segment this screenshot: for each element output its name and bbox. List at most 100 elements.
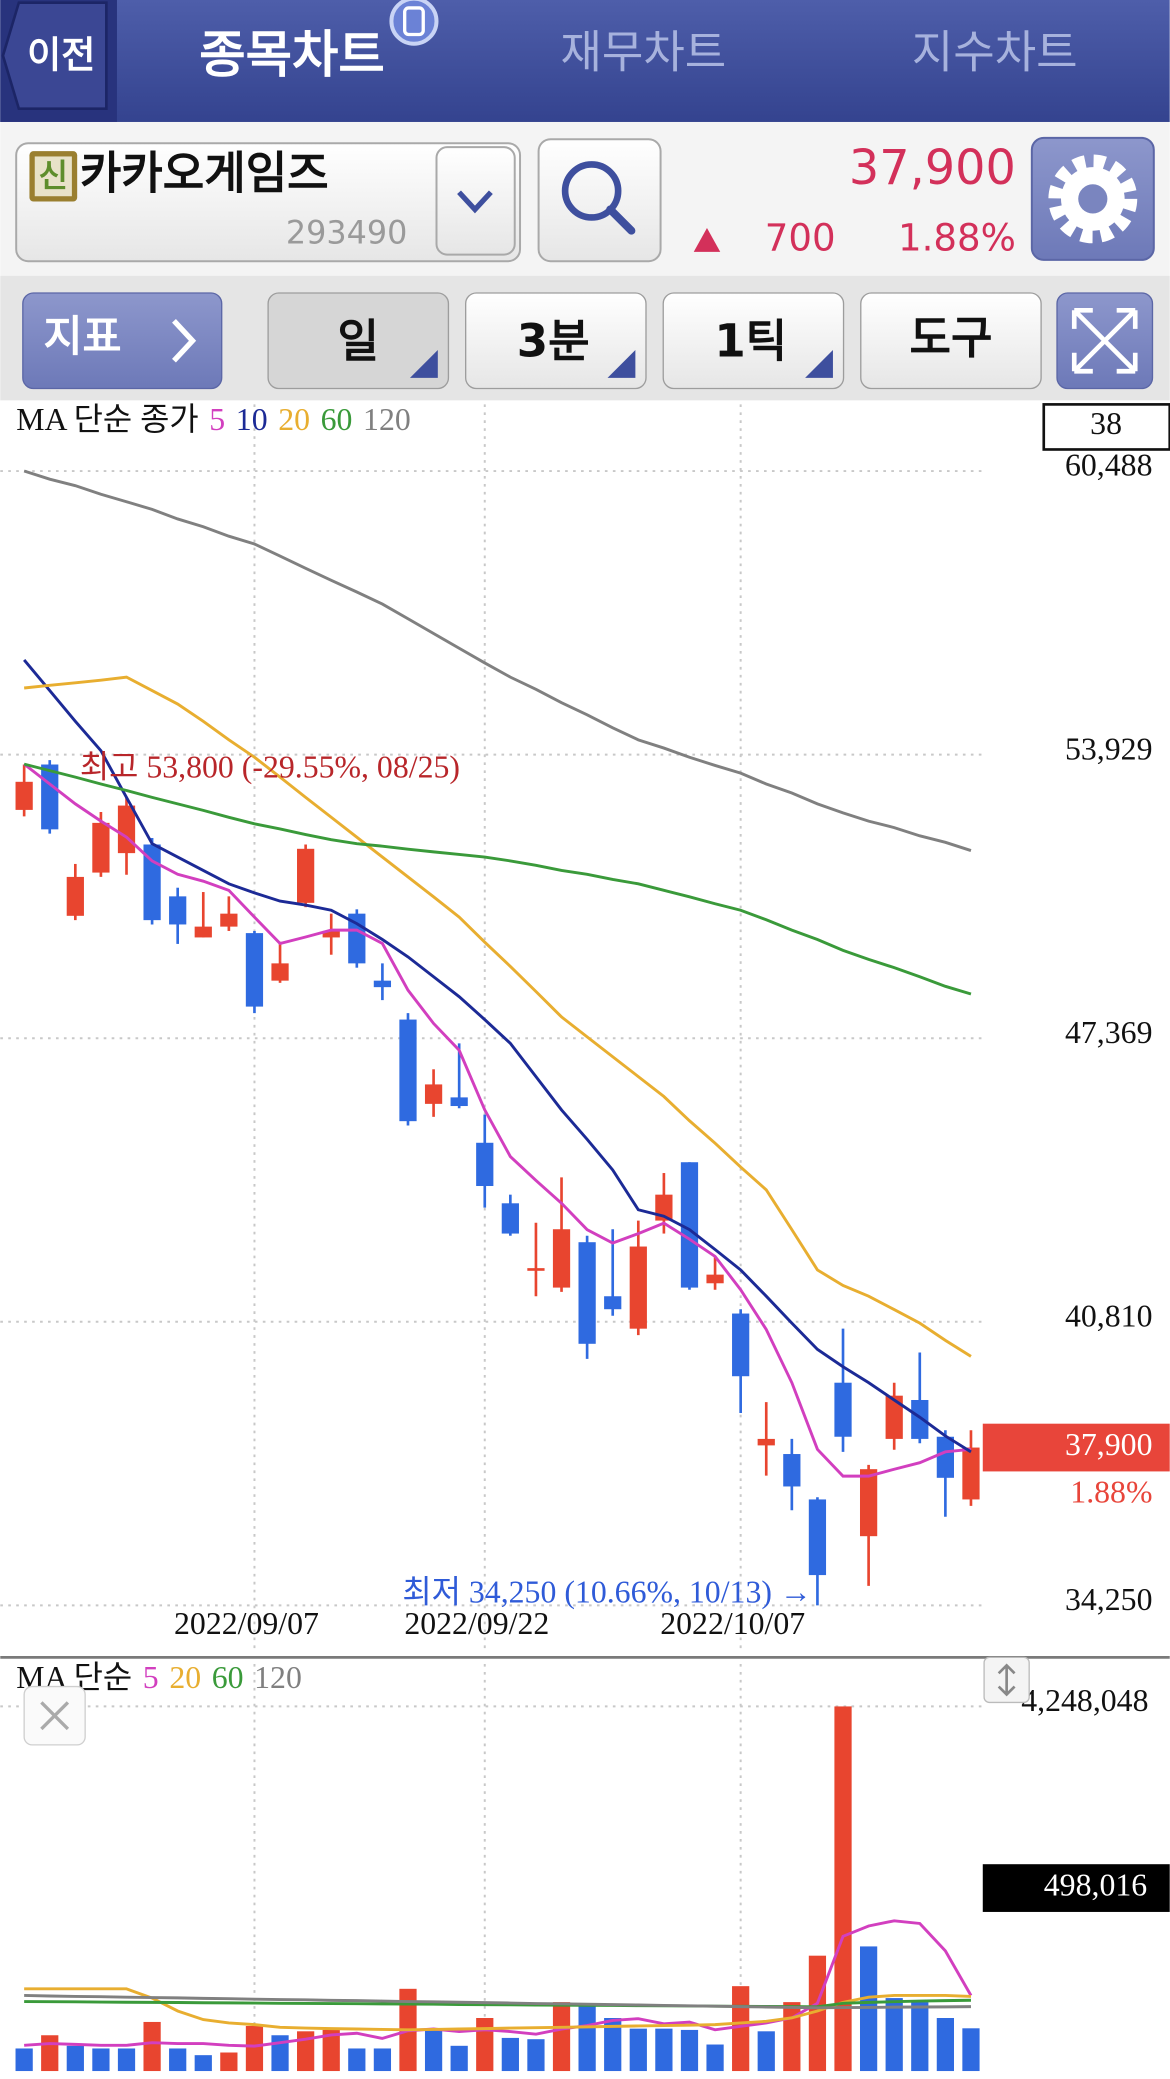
candle-body (936, 1436, 954, 1478)
indicator-chevron (172, 319, 197, 363)
button-corner (805, 350, 833, 378)
volume-bar (936, 2018, 954, 2072)
tick-button[interactable] (662, 292, 845, 390)
candle-body (834, 1382, 852, 1437)
price-change-pct: 1.88% (898, 216, 1016, 259)
candle-body (450, 1097, 468, 1107)
ma-line (24, 1987, 972, 2032)
candle-body (322, 930, 340, 938)
tab-active[interactable]: 종목차트 (199, 25, 384, 84)
candle-body (604, 1296, 622, 1310)
volume-bar (220, 2052, 238, 2072)
candle-body (911, 1399, 929, 1439)
ma-line (23, 762, 972, 996)
volume-bar (476, 2018, 494, 2072)
last-price-marker (982, 1423, 1170, 1472)
candle-body (757, 1438, 775, 1446)
y-tick-label: 60,488 (1065, 448, 1152, 483)
back-button[interactable] (1, 1, 108, 111)
indicator-label[interactable]: 지표 (43, 313, 121, 362)
minute-button[interactable] (465, 292, 647, 390)
search-icon (561, 161, 622, 221)
high-annotation: 최고 53,800 (-29.55%, 08/25) (80, 750, 460, 785)
up-triangle (693, 228, 721, 252)
legend-entry: 60 (321, 402, 353, 437)
legend-entry: 10 (236, 402, 268, 437)
tick-label[interactable]: 1틱 (714, 315, 787, 368)
resize-icon (997, 1663, 1016, 1697)
candle-body (297, 848, 315, 903)
stock-selector[interactable] (15, 142, 522, 263)
candle-body (501, 1203, 519, 1234)
low-annotation: 최저 34,250 (10.66%, 10/13) → (402, 1574, 811, 1609)
candle-count: 38 (1090, 406, 1122, 441)
tab-icon-phone (403, 6, 425, 37)
dropdown-button[interactable] (435, 146, 516, 256)
chart-area (0, 400, 1170, 2079)
candle-body (552, 1229, 571, 1288)
volume-bar (117, 2048, 136, 2072)
minute-label[interactable]: 3분 (517, 315, 590, 368)
legend-title: MA 단순 종가 (16, 402, 198, 437)
candle-body (41, 764, 59, 830)
candle-body (859, 1469, 878, 1537)
back-label[interactable]: 이전 (27, 34, 95, 77)
button-corner (409, 350, 438, 378)
tools-button[interactable] (860, 292, 1042, 390)
tab[interactable]: 지수차트 (912, 26, 1078, 79)
volume-bar (808, 1955, 827, 2072)
x-tick-label: 2022/10/07 (660, 1606, 805, 1641)
ma-line (23, 469, 972, 852)
gear-hole (1078, 184, 1108, 214)
volume-bar (15, 2048, 33, 2072)
ma-lines (23, 469, 973, 2048)
legend-entry: 20 (169, 1661, 201, 1696)
ma-line (23, 658, 972, 1454)
legend-entry: 5 (209, 402, 225, 437)
volume-bar (92, 2048, 110, 2072)
y-tick-label: 40,810 (1065, 1298, 1152, 1333)
volume-bar (194, 2055, 212, 2072)
candle-body (245, 933, 264, 1007)
period-button[interactable] (267, 292, 450, 390)
volume-bar (41, 2035, 59, 2072)
candle-body (680, 1162, 699, 1288)
button-corner (607, 350, 636, 378)
volume-bar (424, 2028, 443, 2072)
x-tick-label: 2022/09/22 (404, 1606, 549, 1641)
tools-label[interactable]: 도구 (909, 311, 992, 364)
y-tick-label: 53,929 (1065, 731, 1152, 766)
candle-body (373, 980, 392, 988)
last-volume: 498,016 (1044, 1867, 1147, 1902)
tab[interactable]: 재무차트 (560, 26, 726, 79)
candle-body (578, 1242, 596, 1344)
volume-bar (885, 1998, 903, 2072)
candle-body (15, 781, 33, 810)
search-button[interactable] (537, 138, 662, 263)
volume-bar (680, 2029, 699, 2072)
indicator-button[interactable] (22, 292, 223, 390)
volume-bar (552, 2002, 571, 2072)
candle-body (476, 1142, 494, 1187)
candle-body (885, 1395, 903, 1439)
last-change: 1.88% (1070, 1475, 1152, 1510)
volume-bar (757, 2031, 775, 2072)
candle-body (424, 1084, 443, 1104)
labels: 60,488 53,929 47,369 40,810 34,250 2022/09/07… (174, 448, 1170, 1718)
volume-bar (501, 2037, 519, 2072)
ma-line (24, 1994, 971, 2010)
y-tick-label: 47,369 (1065, 1015, 1152, 1050)
volume-bar (834, 1706, 852, 2072)
y-tick-label: 34,250 (1065, 1582, 1152, 1617)
candle-body (783, 1454, 801, 1487)
candle-body (732, 1313, 750, 1377)
price: 37,900 (849, 141, 1016, 196)
x-tick-label: 2022/09/07 (174, 1606, 319, 1641)
badge-inner (34, 156, 72, 197)
last-volume-box (982, 1864, 1170, 1912)
volume-bar (655, 2028, 673, 2072)
period-label[interactable]: 일 (338, 315, 379, 368)
ma-line (23, 675, 972, 1358)
